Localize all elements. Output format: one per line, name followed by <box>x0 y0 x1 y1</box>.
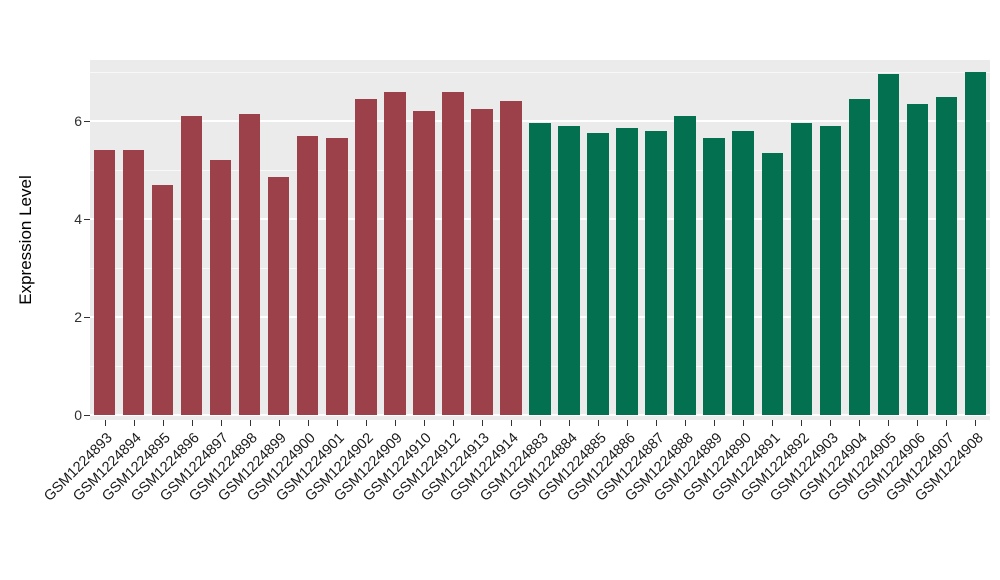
bar <box>384 91 406 415</box>
bar <box>297 135 319 415</box>
bar <box>529 123 551 415</box>
bar <box>151 184 174 415</box>
bar <box>935 96 958 415</box>
bar <box>732 130 754 415</box>
x-tick-mark <box>714 420 716 426</box>
x-tick-mark <box>830 420 832 426</box>
bar <box>93 150 116 415</box>
x-tick-mark <box>598 420 600 426</box>
x-tick-mark <box>801 420 803 426</box>
y-tick-mark <box>84 415 90 416</box>
x-tick-mark <box>365 420 367 426</box>
bar <box>122 150 145 415</box>
bar <box>413 111 435 415</box>
y-axis-title: Expression Level <box>16 175 35 305</box>
plot-panel <box>90 60 990 420</box>
x-tick-mark <box>278 420 280 426</box>
y-tick-label: 4 <box>74 211 82 227</box>
x-tick-mark <box>133 420 135 426</box>
x-tick-mark <box>481 420 483 426</box>
bar <box>267 177 290 415</box>
y-tick-label: 2 <box>74 309 82 325</box>
y-tick-mark <box>84 121 90 122</box>
x-tick-mark <box>888 420 890 426</box>
x-tick-mark <box>917 420 919 426</box>
bar <box>209 160 232 415</box>
major-gridline <box>90 414 990 416</box>
bar <box>877 74 900 415</box>
bar <box>500 101 522 415</box>
x-tick-mark <box>191 420 193 426</box>
bar <box>558 125 580 415</box>
x-tick-mark <box>772 420 774 426</box>
x-tick-mark <box>569 420 571 426</box>
y-tick-label: 6 <box>74 113 82 129</box>
y-tick-mark <box>84 317 90 318</box>
minor-gridline <box>90 72 990 73</box>
x-tick-mark <box>423 420 425 426</box>
bar <box>848 98 871 415</box>
x-tick-mark <box>452 420 454 426</box>
x-tick-mark <box>162 420 164 426</box>
x-tick-mark <box>394 420 396 426</box>
y-tick-label: 0 <box>74 407 82 423</box>
x-tick-mark <box>743 420 745 426</box>
bar <box>326 138 348 415</box>
bar <box>819 125 842 415</box>
x-tick-mark <box>627 420 629 426</box>
bar <box>616 128 638 415</box>
x-tick-mark <box>656 420 658 426</box>
x-tick-mark <box>249 420 251 426</box>
bar <box>761 152 783 415</box>
x-tick-mark <box>220 420 222 426</box>
bar <box>964 72 987 415</box>
bar <box>674 116 696 415</box>
x-tick-mark <box>307 420 309 426</box>
x-tick-mark <box>540 420 541 426</box>
bar <box>587 133 609 415</box>
bar <box>180 116 203 415</box>
x-tick-mark <box>685 420 687 426</box>
bar <box>906 103 929 415</box>
bar <box>238 113 261 415</box>
major-gridline <box>90 120 990 122</box>
y-tick-mark <box>84 219 90 220</box>
x-tick-mark <box>859 420 861 426</box>
bar <box>355 98 377 415</box>
bar <box>442 91 464 415</box>
x-tick-mark <box>336 420 338 426</box>
bar <box>703 138 725 415</box>
x-tick-mark <box>946 420 948 426</box>
bar <box>790 123 813 415</box>
x-tick-mark <box>510 420 512 426</box>
bar <box>471 108 493 415</box>
bar <box>645 130 667 415</box>
x-tick-mark <box>104 420 106 426</box>
x-tick-mark <box>975 420 977 426</box>
